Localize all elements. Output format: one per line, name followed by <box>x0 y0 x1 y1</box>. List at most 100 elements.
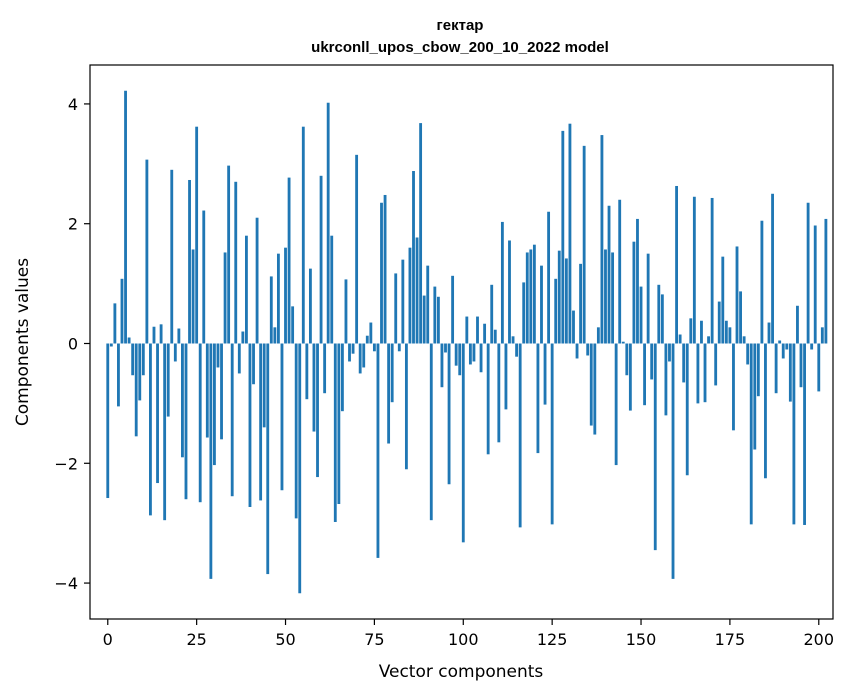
bar-146 <box>625 343 629 376</box>
bar-196 <box>803 343 806 525</box>
bar-201 <box>820 327 824 344</box>
bar-85 <box>408 247 412 344</box>
bar-34 <box>227 165 231 344</box>
bar-49 <box>280 343 284 491</box>
bar-175 <box>728 327 732 344</box>
bar-69 <box>351 343 355 354</box>
bar-15 <box>159 324 163 344</box>
bar-112 <box>504 343 508 410</box>
bar-45 <box>266 343 270 575</box>
bar-56 <box>305 343 309 400</box>
bar-70 <box>355 154 359 344</box>
bar-157 <box>664 343 668 416</box>
bar-111 <box>500 221 504 344</box>
bar-35 <box>230 343 234 497</box>
bar-134 <box>582 145 586 344</box>
bar-194 <box>796 305 799 344</box>
x-tick-label: 0 <box>103 630 113 649</box>
bar-79 <box>387 343 391 444</box>
x-axis-ticks: 0 25 50 75 100 125 150 175 200 <box>103 619 834 649</box>
bar-28 <box>205 343 209 438</box>
bar-110 <box>497 343 501 443</box>
x-tick-label: 100 <box>448 630 479 649</box>
bar-61 <box>323 343 327 394</box>
bar-66 <box>340 343 344 412</box>
bar-46 <box>269 276 273 344</box>
bar-67 <box>344 279 348 344</box>
bar-95 <box>444 343 447 353</box>
bar-116 <box>518 343 522 528</box>
x-axis-label: Vector components <box>379 662 544 682</box>
bar-117 <box>522 282 526 344</box>
y-tick-label: −2 <box>54 454 78 473</box>
bar-30 <box>213 343 216 466</box>
bar-81 <box>394 273 398 344</box>
bar-173 <box>721 256 725 344</box>
bar-88 <box>419 123 423 344</box>
bar-181 <box>749 343 753 525</box>
bar-191 <box>785 343 789 350</box>
bar-25 <box>195 126 199 344</box>
bar-109 <box>493 329 497 344</box>
bar-55 <box>301 126 305 344</box>
bar-168 <box>703 343 707 403</box>
bar-113 <box>508 240 511 344</box>
bar-97 <box>451 275 455 344</box>
bar-42 <box>255 217 259 344</box>
bar-10 <box>141 343 145 376</box>
bar-129 <box>564 258 568 344</box>
bar-40 <box>248 343 252 507</box>
y-tick-label: 2 <box>68 215 78 234</box>
bar-161 <box>678 334 682 344</box>
bar-63 <box>330 235 334 344</box>
bar-105 <box>479 343 483 373</box>
bar-20 <box>177 328 181 344</box>
bar-83 <box>401 259 405 344</box>
bar-1 <box>109 343 113 347</box>
y-tick-label: 4 <box>68 95 78 114</box>
bar-74 <box>369 322 373 344</box>
bar-32 <box>220 343 223 440</box>
bar-101 <box>465 316 469 344</box>
y-axis-label: Components values <box>13 258 33 426</box>
bar-115 <box>515 343 519 357</box>
bar-163 <box>685 343 689 476</box>
bar-107 <box>486 343 490 455</box>
x-tick-label: 125 <box>537 630 568 649</box>
x-tick-label: 150 <box>626 630 657 649</box>
bar-102 <box>468 343 472 365</box>
bar-89 <box>422 295 426 344</box>
chart-title-line1: гектар <box>437 17 484 34</box>
bar-48 <box>276 253 280 344</box>
bar-64 <box>333 343 337 522</box>
bar-136 <box>589 343 593 426</box>
bar-123 <box>543 343 547 405</box>
bar-108 <box>490 284 494 344</box>
bar-122 <box>540 265 543 344</box>
x-tick-label: 200 <box>804 630 835 649</box>
bar-150 <box>639 286 643 344</box>
bar-187 <box>771 193 774 344</box>
bar-143 <box>614 343 618 466</box>
bar-169 <box>707 336 710 344</box>
bar-98 <box>454 343 458 366</box>
bar-31 <box>216 343 220 368</box>
bar-91 <box>429 343 433 521</box>
bar-22 <box>184 343 188 500</box>
bar-202 <box>824 218 828 344</box>
bar-17 <box>166 343 170 417</box>
bar-199 <box>813 225 817 344</box>
y-tick-label: −4 <box>54 574 78 593</box>
bar-92 <box>433 286 437 344</box>
bar-135 <box>586 343 590 356</box>
bar-132 <box>575 343 579 359</box>
bar-144 <box>618 199 622 344</box>
bar-71 <box>358 343 362 374</box>
bar-154 <box>653 343 657 551</box>
bar-4 <box>120 278 124 344</box>
bar-90 <box>426 265 430 344</box>
bar-75 <box>372 343 376 352</box>
bar-13 <box>152 326 156 344</box>
bar-7 <box>131 343 135 376</box>
bar-170 <box>710 197 714 344</box>
